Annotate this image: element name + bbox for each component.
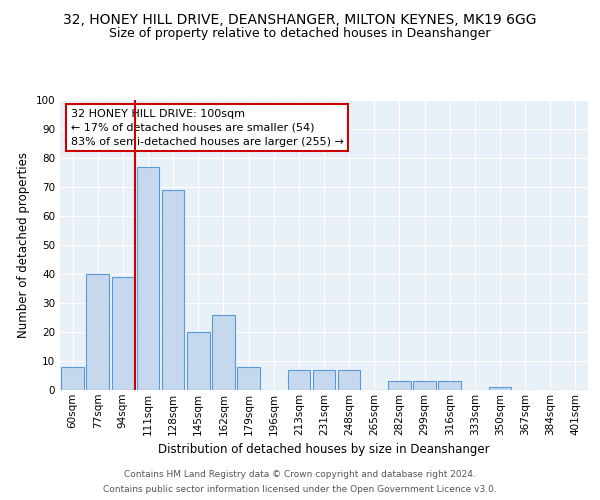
Bar (162, 190, 184, 390)
Bar (61, 367, 84, 390)
Bar (338, 370, 361, 390)
Text: 32, HONEY HILL DRIVE, DEANSHANGER, MILTON KEYNES, MK19 6GG: 32, HONEY HILL DRIVE, DEANSHANGER, MILTO… (63, 12, 537, 26)
Y-axis label: Number of detached properties: Number of detached properties (17, 152, 30, 338)
Text: Contains HM Land Registry data © Crown copyright and database right 2024.: Contains HM Land Registry data © Crown c… (124, 470, 476, 479)
Bar (488, 387, 511, 390)
Bar (86, 274, 109, 390)
Text: 32 HONEY HILL DRIVE: 100sqm
← 17% of detached houses are smaller (54)
83% of sem: 32 HONEY HILL DRIVE: 100sqm ← 17% of det… (71, 108, 343, 146)
Bar (112, 277, 134, 390)
Text: Size of property relative to detached houses in Deanshanger: Size of property relative to detached ho… (109, 28, 491, 40)
Bar (439, 382, 461, 390)
X-axis label: Distribution of detached houses by size in Deanshanger: Distribution of detached houses by size … (158, 443, 490, 456)
Bar (212, 314, 235, 390)
Bar (187, 332, 209, 390)
Text: Contains public sector information licensed under the Open Government Licence v3: Contains public sector information licen… (103, 485, 497, 494)
Bar (287, 370, 310, 390)
Bar (313, 370, 335, 390)
Bar (413, 382, 436, 390)
Bar (388, 382, 411, 390)
Bar (137, 166, 160, 390)
Bar (237, 367, 260, 390)
